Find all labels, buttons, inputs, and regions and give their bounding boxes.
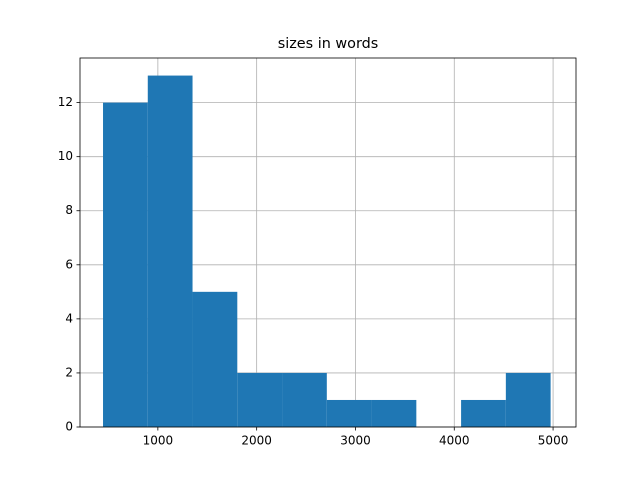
x-tick-label: 4000	[439, 434, 470, 448]
x-tick-label: 1000	[143, 434, 174, 448]
bar	[371, 399, 417, 427]
y-tick-label: 6	[65, 257, 73, 271]
plot-frame	[79, 57, 577, 428]
y-tick-label: 10	[58, 149, 73, 163]
x-tick-label: 2000	[241, 434, 272, 448]
y-tick-label: 12	[58, 95, 73, 109]
y-tick-label: 0	[65, 420, 73, 434]
y-tick-label: 4	[65, 311, 73, 325]
x-tick-label: 3000	[340, 434, 371, 448]
bar	[326, 399, 372, 427]
y-tick-label: 8	[65, 203, 73, 217]
y-tick-label: 2	[65, 365, 73, 379]
bar	[237, 372, 283, 427]
chart-title: sizes in words	[278, 36, 379, 52]
bar	[103, 102, 148, 427]
x-tick-label: 5000	[538, 434, 569, 448]
bar	[461, 399, 506, 427]
bar	[505, 372, 551, 427]
bar	[192, 291, 238, 427]
bar	[282, 372, 327, 427]
bar	[147, 75, 193, 428]
